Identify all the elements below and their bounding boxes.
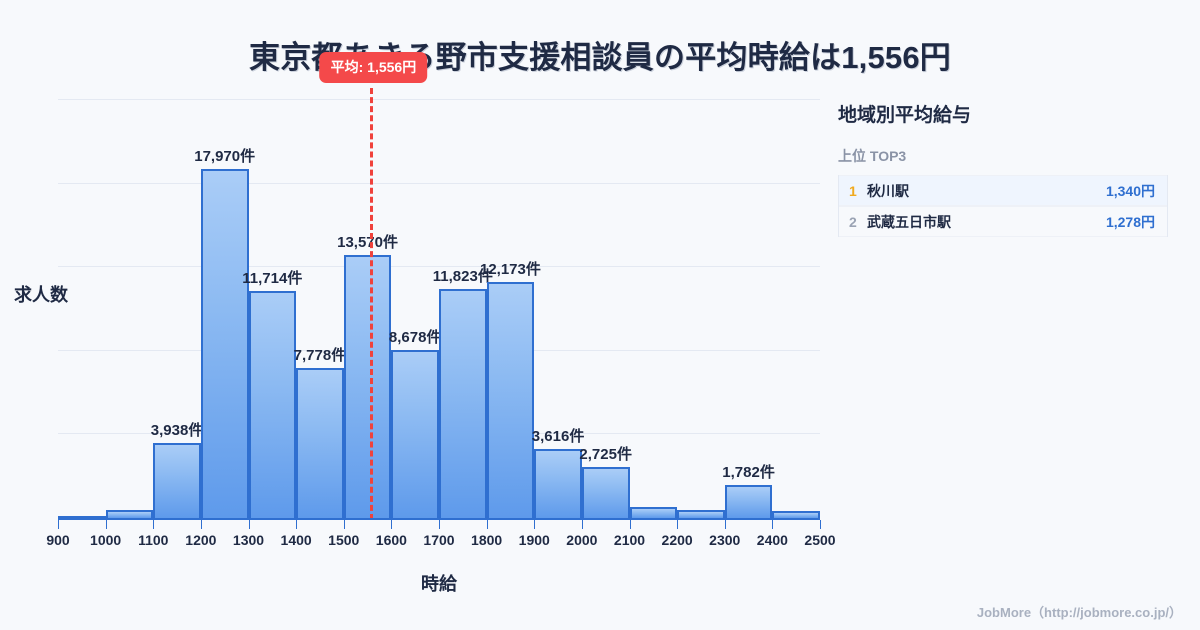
x-tick-mark (105, 520, 107, 529)
x-tick-mark (391, 520, 393, 529)
x-tick-mark (58, 520, 59, 529)
page-title: 東京都あきる野市支援相談員の平均時給は1,556円 (249, 40, 951, 75)
y-axis-title: 求人数 (14, 285, 68, 305)
x-tick-label: 1500 (328, 532, 360, 548)
bar-value-label: 7,778件 (293, 347, 347, 365)
bar (248, 291, 297, 520)
sidebar-title: 地域別平均給与 (838, 105, 972, 126)
rank-number: 1 (849, 182, 857, 199)
x-tick-label: 2000 (566, 532, 598, 548)
bar (439, 288, 487, 520)
x-tick-label: 1800 (471, 532, 503, 548)
sidebar-subtitle: 上位 TOP3 (838, 148, 907, 164)
x-tick-mark (153, 520, 155, 529)
bar (581, 466, 630, 520)
bar-series: 3,938件 17,970件 11,714件 7,778件 13,570件 8,678件 1… (58, 95, 820, 520)
x-tick-mark (248, 520, 250, 529)
bar (153, 443, 201, 520)
bar-value-label: 17,970件 (194, 147, 256, 165)
rank-row[interactable]: 2 武蔵五日市駅 1,278円 (839, 206, 1167, 237)
rank-station-name: 武蔵五日市駅 (867, 213, 951, 230)
bar (486, 282, 535, 520)
rank-salary-value: 1,278円 (1105, 213, 1155, 230)
rank-salary-value: 1,340円 (1105, 182, 1155, 199)
footer-credit: JobMore（http://jobmore.co.jp/） (976, 605, 1182, 620)
x-tick-label: 2500 (804, 532, 836, 548)
x-tick-mark (724, 520, 726, 529)
bar (724, 485, 773, 520)
rank-list: 1 秋川駅 1,340円 2 武蔵五日市駅 1,278円 (838, 175, 1168, 237)
bar (200, 168, 249, 520)
bar-value-label: 13,570件 (337, 233, 399, 251)
bar-value-label: 12,173件 (479, 261, 541, 279)
x-tick-mark (629, 520, 631, 529)
x-tick-mark (820, 520, 821, 529)
chart-panel: 求人数 3,938件 17,970件 11,714件 7,778件 13,570件 8,6… (0, 52, 836, 598)
x-tick-label: 2300 (709, 532, 741, 548)
bar-value-label: 3,616件 (531, 428, 585, 446)
bar-value-label: 3,938件 (150, 422, 204, 440)
x-axis-ticks: 900 1000 1100 1200 1300 1400 1500 1600 1700 1800 1… (46, 520, 836, 550)
x-tick-label: 1200 (185, 532, 217, 548)
x-tick-label: 2400 (756, 532, 788, 548)
bar (534, 449, 582, 520)
rank-number: 2 (849, 213, 857, 230)
gridline (58, 99, 820, 100)
x-tick-label: 900 (46, 532, 70, 548)
x-tick-mark (439, 520, 440, 529)
x-tick-mark (677, 520, 679, 529)
average-badge: 平均: 1,556円 (319, 52, 428, 83)
x-tick-mark (200, 520, 202, 529)
plot-area: 3,938件 17,970件 11,714件 7,778件 13,570件 8,678件 1… (58, 52, 820, 520)
gridline (58, 183, 820, 184)
x-axis-line (58, 518, 820, 520)
x-tick-mark (486, 520, 488, 529)
x-tick-mark (581, 520, 583, 529)
regional-salary-sidebar: 地域別平均給与 上位 TOP3 1 秋川駅 1,340円 2 武蔵五日市駅 1,278円 (838, 100, 1168, 237)
x-axis-title: 時給 (421, 574, 457, 594)
x-tick-label: 1000 (90, 532, 122, 548)
x-tick-label: 1100 (138, 532, 169, 548)
x-tick-label: 1300 (232, 532, 265, 548)
x-tick-label: 1700 (423, 532, 455, 548)
bar-value-label: 2,725件 (579, 445, 632, 463)
x-tick-mark (772, 520, 774, 529)
x-tick-mark (343, 520, 345, 529)
bar-value-label: 11,823件 (432, 267, 493, 285)
bar (391, 350, 439, 520)
bar-value-label: 8,678件 (388, 329, 442, 347)
gridline (58, 266, 820, 267)
rank-station-name: 秋川駅 (867, 182, 909, 199)
x-tick-mark (296, 520, 298, 529)
bar-value-label: 1,782件 (722, 464, 775, 482)
average-line: 平均: 1,556円 (319, 52, 428, 520)
bar (343, 254, 392, 520)
x-tick-label: 1600 (375, 532, 407, 548)
bar (296, 368, 344, 520)
x-tick-label: 2100 (613, 532, 646, 548)
x-tick-label: 1900 (518, 532, 550, 548)
x-tick-label: 2200 (661, 532, 693, 548)
rank-row[interactable]: 1 秋川駅 1,340円 (839, 175, 1167, 206)
x-tick-label: 1400 (280, 532, 312, 548)
x-tick-mark (534, 520, 536, 529)
bar-value-label: 11,714件 (242, 270, 303, 288)
